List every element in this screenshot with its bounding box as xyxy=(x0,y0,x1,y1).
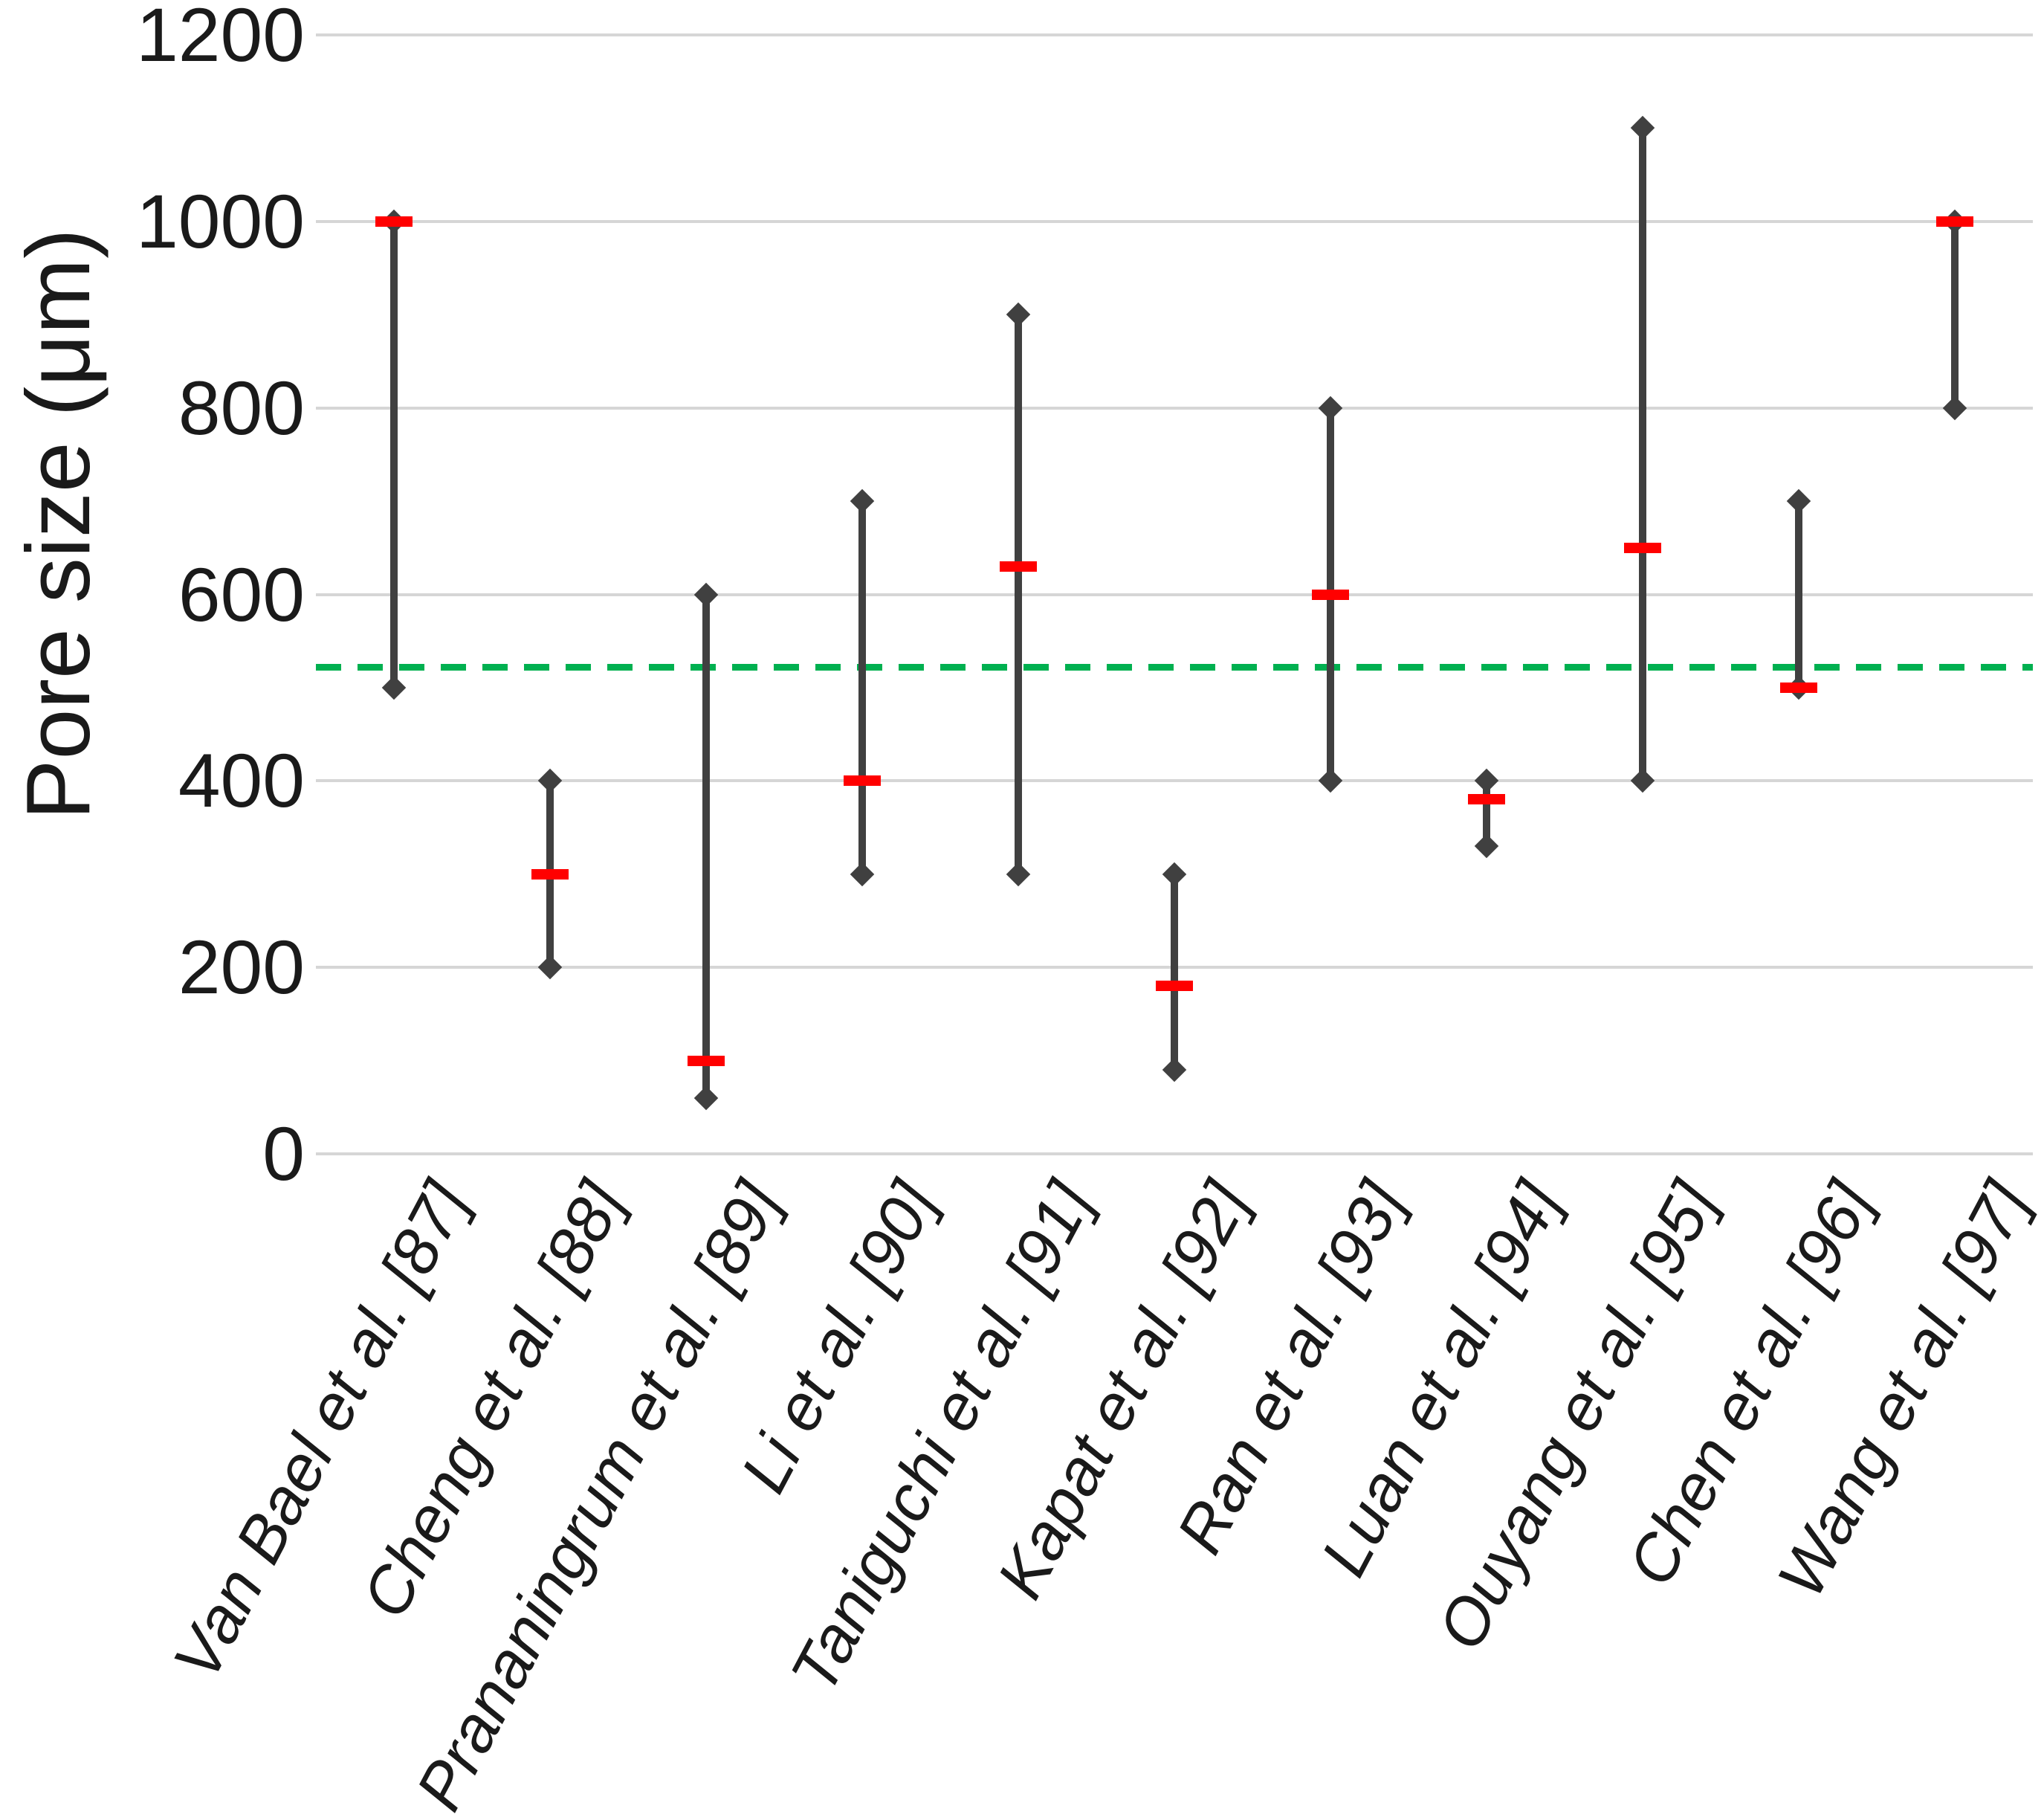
diamond-marker-min xyxy=(693,1085,719,1111)
gridline-y-400 xyxy=(316,779,2033,783)
range-line xyxy=(1171,874,1178,1071)
y-tick-label: 400 xyxy=(178,738,305,824)
diamond-marker-min xyxy=(1630,769,1655,793)
y-tick-label: 800 xyxy=(178,365,305,451)
diamond-marker-min xyxy=(1474,833,1499,859)
gridline-y-0 xyxy=(316,1152,2033,1155)
diamond-marker-max xyxy=(1162,862,1187,887)
y-tick-label: 600 xyxy=(178,552,305,637)
diamond-marker-max xyxy=(693,582,719,607)
diamond-marker-min xyxy=(381,675,407,700)
red-tick-marker xyxy=(1780,682,1817,693)
red-tick-marker xyxy=(1312,589,1349,600)
y-axis-title: Pore size (μm) xyxy=(7,228,109,820)
diamond-marker-max xyxy=(537,769,563,793)
red-tick-marker xyxy=(1624,542,1661,553)
diamond-marker-min xyxy=(1318,769,1343,793)
reference-line xyxy=(316,664,2033,671)
red-tick-marker xyxy=(1156,981,1193,992)
gridline-y-800 xyxy=(316,406,2033,410)
gridline-y-1000 xyxy=(316,219,2033,223)
diamond-marker-min xyxy=(850,862,875,887)
gridline-y-1200 xyxy=(316,33,2033,36)
diamond-marker-max xyxy=(850,488,875,514)
range-line xyxy=(1951,221,1959,408)
range-line xyxy=(702,594,710,1098)
range-line xyxy=(1795,501,1802,688)
range-line xyxy=(390,221,398,688)
y-tick-label: 0 xyxy=(262,1111,305,1196)
diamond-marker-max xyxy=(1474,769,1499,793)
range-line xyxy=(1483,781,1490,847)
red-tick-marker xyxy=(375,216,413,227)
y-tick-label: 200 xyxy=(178,925,305,1010)
red-tick-marker xyxy=(531,868,569,880)
range-line xyxy=(1639,128,1646,781)
y-tick-label: 1000 xyxy=(136,178,305,264)
diamond-marker-max xyxy=(1786,488,1811,514)
red-tick-marker xyxy=(844,775,881,787)
diamond-marker-max xyxy=(1318,396,1343,420)
red-tick-marker xyxy=(1000,561,1037,572)
red-tick-marker xyxy=(1468,794,1505,805)
diamond-marker-max xyxy=(1006,302,1031,327)
diamond-marker-min xyxy=(1162,1057,1187,1082)
diamond-marker-max xyxy=(1630,116,1655,141)
y-tick-label: 1200 xyxy=(136,0,305,77)
red-tick-marker xyxy=(688,1055,725,1066)
gridline-y-600 xyxy=(316,593,2033,596)
diamond-marker-min xyxy=(537,955,563,980)
range-line xyxy=(1015,314,1022,874)
red-tick-marker xyxy=(1936,216,1973,227)
diamond-marker-min xyxy=(1006,862,1031,887)
diamond-marker-min xyxy=(1942,396,1967,420)
range-line xyxy=(858,501,866,874)
